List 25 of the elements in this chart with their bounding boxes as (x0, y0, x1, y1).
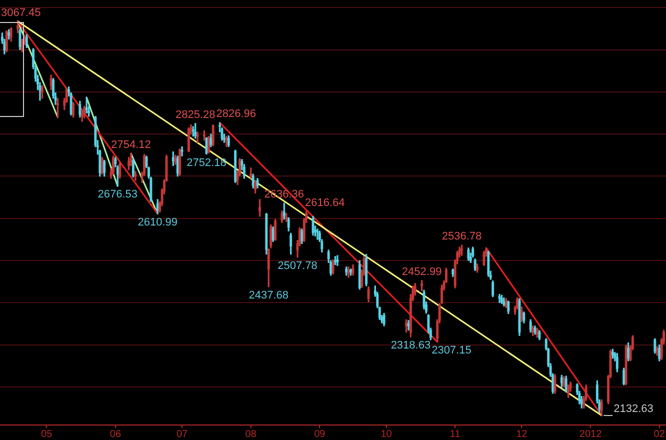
annotation: 2437.68 (248, 289, 289, 302)
annotation: 2616.64 (305, 196, 345, 209)
x-tick-label: 11 (450, 428, 461, 440)
annotation: 2452.99 (402, 266, 442, 278)
annotation: 2318.63 (390, 340, 431, 352)
annotation: 2826.96 (216, 108, 256, 120)
annotation: 2825.28 (175, 108, 216, 121)
x-tick-label: 12 (516, 428, 528, 440)
annotation: 2132.63 (614, 402, 654, 415)
x-tick-label: 06 (110, 428, 122, 440)
annotation: 3067.45 (1, 6, 41, 19)
annotation: 2307.15 (432, 344, 472, 356)
x-tick-label: 08 (245, 428, 257, 440)
x-tick-label: 2012 (579, 428, 602, 440)
annotation: 2507.78 (278, 260, 318, 272)
annotation: 2610.99 (138, 216, 178, 228)
annotation: 2536.78 (442, 230, 482, 243)
x-tick-label: 10 (380, 428, 392, 440)
annotation: 2754.12 (111, 138, 151, 151)
x-tick-label: 02 (654, 428, 666, 440)
x-tick-label: 05 (41, 428, 53, 440)
annotation: 2752.18 (186, 156, 226, 169)
x-tick-label: 09 (314, 428, 326, 440)
x-tick-label: 07 (176, 428, 188, 440)
annotation: 2676.53 (98, 188, 138, 201)
